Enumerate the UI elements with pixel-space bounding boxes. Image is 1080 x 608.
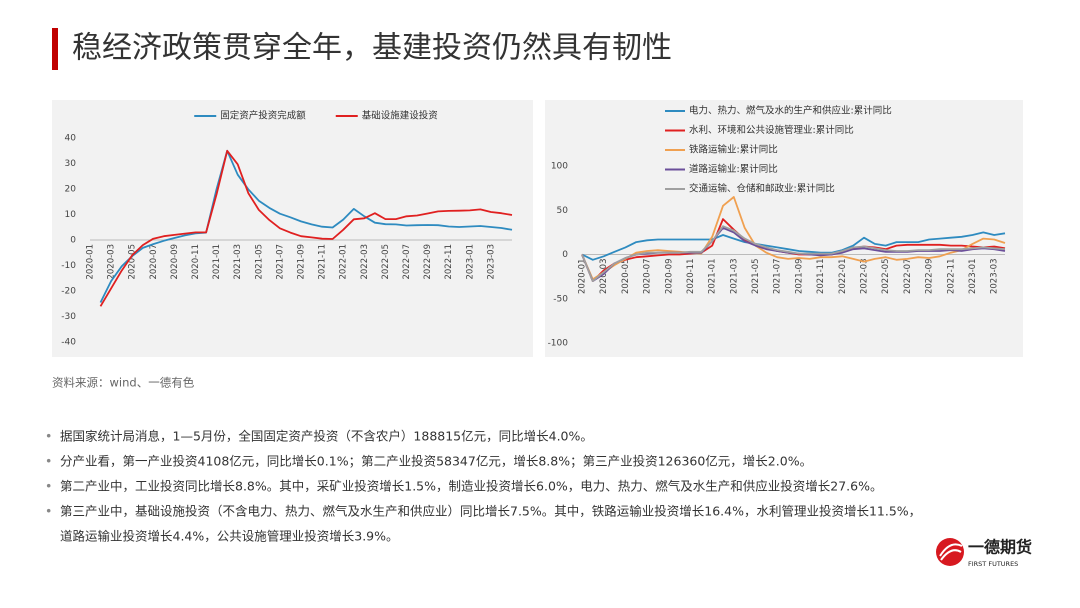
y-tick-label: -40 xyxy=(61,338,76,348)
x-tick-label: 2021-01 xyxy=(212,244,222,280)
logo-english: FIRST FUTURES xyxy=(968,560,1018,568)
x-tick-label: 2020-09 xyxy=(170,244,180,280)
x-tick-label: 2022-09 xyxy=(925,259,935,295)
bullets: • 据国家统计局消息，1—5月份，全国固定资产投资（不含农户）188815亿元，… xyxy=(45,429,921,544)
x-tick-label: 2022-01 xyxy=(339,244,349,280)
x-tick-label: 2022-11 xyxy=(946,259,956,295)
x-tick-label: 2020-03 xyxy=(599,259,609,295)
x-tick-label: 2023-01 xyxy=(968,259,978,295)
y-tick-label: 40 xyxy=(65,134,77,144)
x-tick-label: 2021-11 xyxy=(318,244,328,280)
bullet-text: 道路运输业投资增长4.4%，公共设施管理业投资增长3.9%。 xyxy=(60,529,399,544)
bullet-text: 据国家统计局消息，1—5月份，全国固定资产投资（不含农户）188815亿元，同比… xyxy=(60,429,593,444)
source-note: 资料来源：wind、一德有色 xyxy=(52,376,195,390)
title-bar xyxy=(52,28,58,70)
bullet-dot: • xyxy=(45,454,52,469)
x-tick-label: 2022-05 xyxy=(881,259,891,295)
legend-label: 道路运输业:累计同比 xyxy=(689,163,778,175)
x-tick-label: 2022-01 xyxy=(838,259,848,295)
x-tick-label: 2021-03 xyxy=(729,259,739,295)
series-line xyxy=(581,225,1006,282)
x-tick-label: 2022-03 xyxy=(360,244,370,280)
y-tick-label: 100 xyxy=(551,162,568,172)
y-tick-label: 50 xyxy=(557,206,569,216)
y-tick-label: 0 xyxy=(70,236,76,246)
y-tick-label: -100 xyxy=(548,339,569,349)
bullet-dot: • xyxy=(45,504,52,519)
y-tick-label: -50 xyxy=(553,294,568,304)
x-tick-label: 2020-05 xyxy=(621,259,631,295)
x-tick-label: 2023-01 xyxy=(465,244,475,280)
chart-panel xyxy=(52,100,533,357)
y-tick-label: -30 xyxy=(61,312,76,322)
legend-label: 基础设施建设投资 xyxy=(362,110,439,122)
series-line xyxy=(581,196,1006,281)
y-tick-label: 10 xyxy=(65,210,77,220)
x-tick-label: 2023-03 xyxy=(486,244,496,280)
series-line xyxy=(99,149,513,307)
x-tick-label: 2021-05 xyxy=(751,259,761,295)
x-tick-label: 2021-07 xyxy=(773,259,783,295)
bullet-text: 第三产业中，基础设施投资（不含电力、热力、燃气及水生产和供应业）同比增长7.5%… xyxy=(60,504,921,519)
x-tick-label: 2020-07 xyxy=(149,244,159,280)
x-tick-label: 2021-03 xyxy=(233,244,243,280)
x-tick-label: 2020-11 xyxy=(191,244,201,280)
x-tick-label: 2022-03 xyxy=(860,259,870,295)
x-tick-label: 2020-07 xyxy=(643,259,653,295)
chart-panel xyxy=(545,100,1023,357)
x-tick-label: 2022-05 xyxy=(381,244,391,280)
bullet-text: 分产业看，第一产业投资4108亿元，同比增长0.1%；第二产业投资58347亿元… xyxy=(60,454,812,469)
x-tick-label: 2022-09 xyxy=(423,244,433,280)
x-tick-label: 2020-03 xyxy=(107,244,117,280)
legend-label: 固定资产投资完成额 xyxy=(220,110,306,122)
x-tick-label: 2021-09 xyxy=(297,244,307,280)
x-tick-label: 2021-01 xyxy=(708,259,718,295)
x-tick-label: 2021-05 xyxy=(254,244,264,280)
slide-title: 稳经济政策贯穿全年，基建投资仍然具有韧性 xyxy=(72,31,672,66)
x-tick-label: 2020-01 xyxy=(578,259,588,295)
y-tick-label: 30 xyxy=(65,159,77,169)
y-tick-label: 0 xyxy=(562,250,568,260)
bullet-dot: • xyxy=(45,479,52,494)
series-line xyxy=(99,149,513,303)
bullet-dot: • xyxy=(45,429,52,444)
y-tick-label: -10 xyxy=(61,261,76,271)
x-tick-label: 2023-03 xyxy=(990,258,1000,294)
x-tick-label: 2020-09 xyxy=(664,259,674,295)
x-tick-label: 2020-05 xyxy=(128,244,138,280)
logo-swirl xyxy=(939,543,963,561)
logo: 一德期货 FIRST FUTURES xyxy=(936,538,1032,568)
legend-label: 铁路运输业:累计同比 xyxy=(689,144,778,156)
x-tick-label: 2020-01 xyxy=(86,244,96,280)
x-tick-label: 2021-11 xyxy=(816,259,826,295)
x-tick-label: 2022-11 xyxy=(444,244,454,280)
x-tick-label: 2022-07 xyxy=(402,244,412,280)
series-line xyxy=(581,231,1006,261)
x-tick-label: 2022-07 xyxy=(903,259,913,295)
logo-name: 一德期货 xyxy=(968,538,1032,557)
legend-label: 交通运输、仓储和邮政业:累计同比 xyxy=(689,183,835,195)
legend-label: 电力、热力、燃气及水的生产和供应业:累计同比 xyxy=(689,105,892,117)
x-tick-label: 2021-07 xyxy=(275,244,285,280)
y-tick-label: -20 xyxy=(61,287,76,297)
x-tick-label: 2020-11 xyxy=(686,259,696,295)
legend-label: 水利、环境和公共设施管理业:累计同比 xyxy=(689,124,854,136)
bullet-text: 第二产业中，工业投资同比增长8.8%。其中，采矿业投资增长1.5%，制造业投资增… xyxy=(60,479,882,494)
y-tick-label: 20 xyxy=(65,185,77,195)
x-tick-label: 2021-09 xyxy=(794,259,804,295)
